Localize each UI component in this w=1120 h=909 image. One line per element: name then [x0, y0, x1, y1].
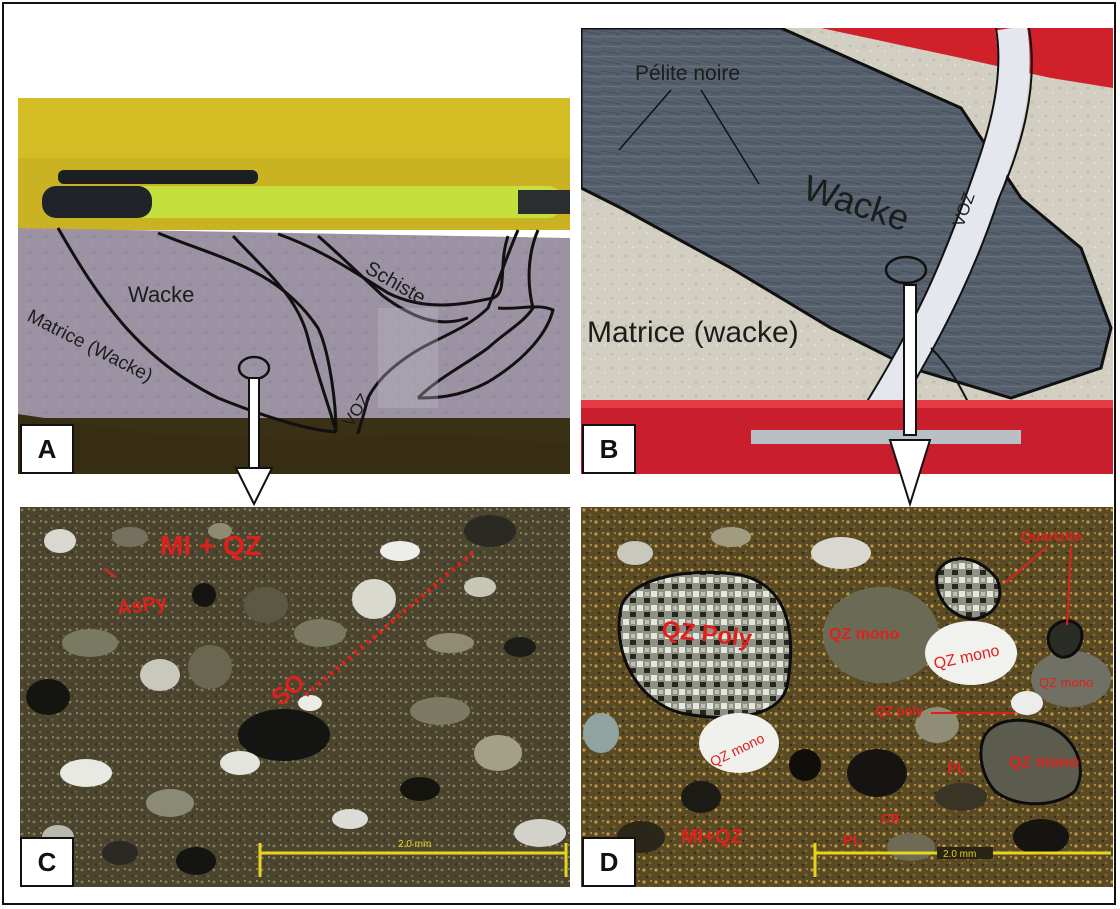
panel-d-label-qz-mono-1: QZ mono [829, 626, 899, 643]
panel-a-letter: A [20, 424, 74, 474]
panel-b-label-pelite: Pélite noire [635, 62, 740, 85]
panel-a-label-wacke: Wacke [128, 282, 194, 307]
panel-d-label-quartzite: Quartzite [1021, 528, 1082, 544]
panel-d-label-qz-mono-3: QZ mono [1039, 675, 1093, 690]
panel-d-label-cb: CB [881, 811, 900, 826]
panel-c-scale-label: 2.0 mm [398, 839, 431, 850]
panel-d-micrograph: QZ Poly QZ mono QZ mono QZ mono QZ mono … [581, 507, 1113, 887]
panel-d-letter: D [582, 837, 636, 887]
panel-b-photo: Pélite noire Wacke VOZ Matrice (wacke) [581, 28, 1113, 474]
panel-d-label-pl-1: PL [947, 760, 966, 777]
panel-c-label-mi-qz: MI + QZ [160, 530, 262, 561]
panel-b-label-matrice: Matrice (wacke) [587, 316, 799, 349]
panel-d-scale-label: 2.0 mm [943, 849, 976, 860]
panel-d-label-qz-poly-small: QZ poly [875, 703, 924, 718]
panel-d-label-pl-2: PL [843, 832, 862, 849]
panel-d-label-qz-mono-5: QZ mono [1009, 754, 1079, 771]
panel-d-label-mi-qz: MI+QZ [681, 826, 743, 848]
panel-a-photo: Wacke Schiste Matrice (Wacke) VOZ [18, 98, 570, 474]
panel-b-letter: B [582, 424, 636, 474]
panel-c-letter: C [20, 837, 74, 887]
panel-c-micrograph: MI + QZ AsPy SO 2.0 mm [20, 507, 570, 887]
